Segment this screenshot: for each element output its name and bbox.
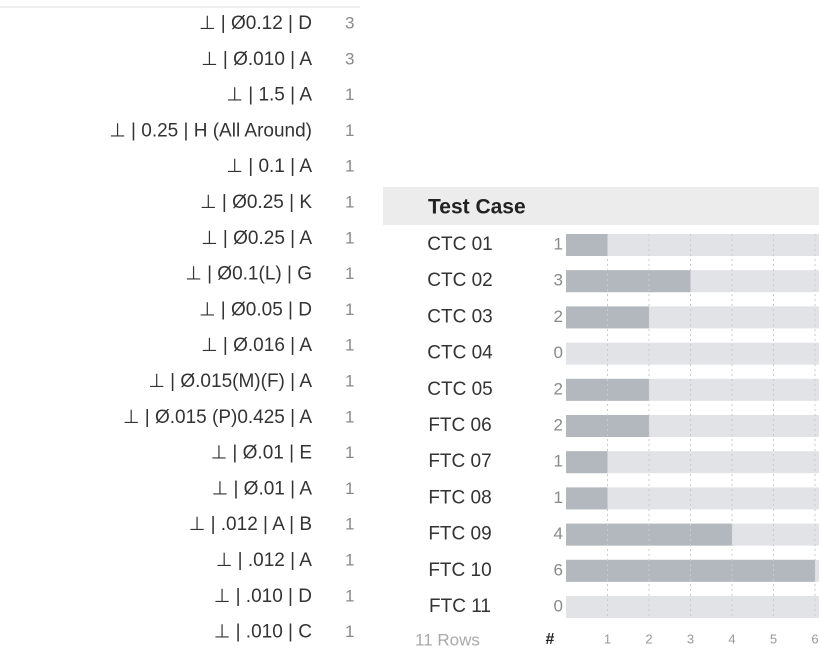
row-name: CTC 03 [427, 306, 492, 327]
row-name: CTC 05 [427, 379, 492, 400]
list-label: ⊥ | Ø0.1(L) | G [185, 264, 312, 285]
list-label: ⊥ | Ø.010 | A [201, 49, 312, 70]
list-label: ⊥ | 0.1 | A [226, 156, 312, 177]
list-label: ⊥ | Ø0.05 | D [199, 299, 312, 320]
list-count: 1 [345, 121, 354, 140]
list-count: 1 [345, 85, 354, 104]
count-header: # [546, 631, 555, 648]
list-count: 1 [345, 407, 354, 426]
row-count: 2 [554, 415, 563, 434]
row-count: 4 [554, 524, 563, 543]
row-name: FTC 11 [429, 596, 491, 617]
list-count: 1 [345, 336, 354, 355]
list-label: ⊥ | Ø.016 | A [201, 335, 312, 356]
row-count: 0 [554, 596, 563, 615]
row-count: 6 [554, 560, 563, 579]
row-count: 0 [554, 343, 563, 362]
bar [566, 234, 608, 256]
row-name: FTC 08 [428, 487, 491, 508]
list-label: ⊥ | .012 | A | B [189, 514, 312, 535]
list-label: ⊥ | .010 | C [214, 622, 312, 643]
bar-track [566, 596, 819, 618]
bar-track [566, 487, 819, 510]
list-label: ⊥ | Ø.015(M)(F) | A [148, 371, 312, 392]
list-count: 1 [345, 228, 354, 247]
row-count: 3 [554, 271, 563, 290]
list-count: 1 [345, 443, 354, 462]
list-label: ⊥ | 0.25 | H (All Around) [109, 120, 312, 141]
list-label: ⊥ | Ø.01 | A [212, 478, 313, 499]
x-tick-label: 4 [728, 631, 735, 646]
list-label: ⊥ | .012 | A [216, 550, 312, 571]
bar-track [566, 342, 819, 365]
list-count: 1 [345, 622, 354, 641]
list-count: 1 [345, 300, 354, 319]
x-tick-label: 1 [604, 631, 611, 646]
list-count: 1 [345, 586, 354, 605]
bar [566, 306, 649, 329]
x-tick-label: 3 [687, 631, 694, 646]
list-label: ⊥ | Ø0.12 | D [199, 13, 312, 34]
list-label: ⊥ | 1.5 | A [226, 85, 312, 106]
list-label: ⊥ | Ø.01 | E [211, 443, 312, 464]
list-count: 1 [345, 550, 354, 569]
row-count: 1 [554, 234, 563, 253]
x-tick-label: 6 [811, 631, 818, 646]
list-label: ⊥ | Ø.015 (P)0.425 | A [123, 407, 312, 428]
x-tick-label: 5 [770, 631, 777, 646]
row-name: FTC 10 [428, 560, 491, 581]
row-name: FTC 09 [428, 524, 491, 545]
row-count: 11 Rows [415, 630, 480, 649]
list-count: 1 [345, 264, 354, 283]
row-name: CTC 04 [427, 343, 493, 364]
list-count: 3 [345, 13, 354, 32]
bar [566, 451, 608, 474]
list-count: 1 [345, 371, 354, 390]
bar [566, 487, 608, 510]
row-count: 1 [554, 488, 563, 507]
list-count: 1 [345, 515, 354, 534]
list-count: 1 [345, 479, 354, 498]
row-name: CTC 01 [427, 234, 492, 255]
row-name: CTC 02 [427, 270, 492, 291]
list-label: ⊥ | Ø0.25 | K [200, 192, 312, 213]
list-count: 1 [345, 157, 354, 176]
row-count: 2 [554, 307, 563, 326]
list-count: 1 [345, 192, 354, 211]
bar-track [566, 451, 819, 474]
list-label: ⊥ | Ø0.25 | A [201, 228, 312, 249]
x-tick-label: 2 [645, 631, 652, 646]
row-count: 2 [554, 379, 563, 398]
bar-track [566, 234, 819, 256]
table-header: Test Case [428, 196, 526, 219]
row-count: 1 [554, 452, 563, 471]
row-name: FTC 06 [428, 415, 491, 436]
table-header-bg [383, 187, 819, 225]
list-count: 3 [345, 49, 354, 68]
list-label: ⊥ | .010 | D [214, 586, 312, 607]
row-name: FTC 07 [428, 451, 491, 472]
bar [566, 270, 691, 293]
